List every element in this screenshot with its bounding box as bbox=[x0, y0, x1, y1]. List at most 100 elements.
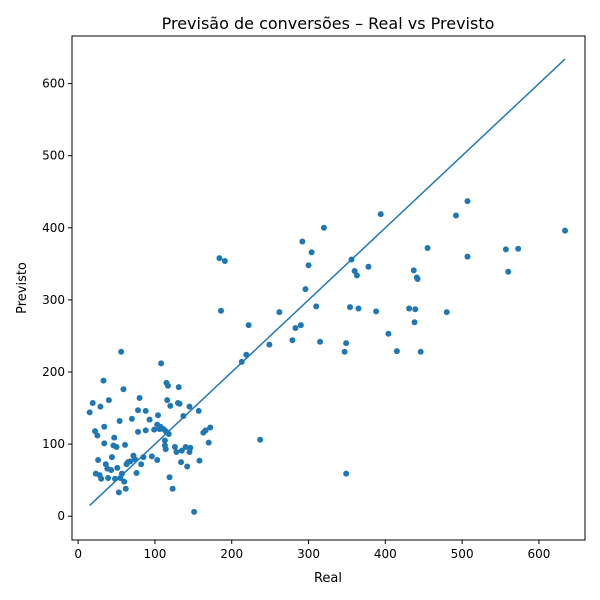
scatter-point bbox=[320, 224, 327, 231]
y-tick-label: 0 bbox=[57, 509, 65, 523]
scatter-point bbox=[128, 415, 135, 422]
scatter-point bbox=[89, 400, 96, 407]
scatter-point bbox=[502, 246, 509, 253]
scatter-point bbox=[142, 407, 149, 414]
scatter-point bbox=[207, 424, 214, 431]
scatter-point bbox=[317, 338, 324, 345]
scatter-point bbox=[133, 469, 140, 476]
x-axis-label: Real bbox=[314, 571, 342, 586]
scatter-point bbox=[302, 286, 309, 293]
scatter-point bbox=[105, 397, 112, 404]
scatter-point bbox=[101, 440, 108, 447]
scatter-point bbox=[221, 257, 228, 264]
scatter-point bbox=[86, 409, 93, 416]
scatter-point bbox=[186, 403, 193, 410]
scatter-point bbox=[100, 377, 107, 384]
scatter-point bbox=[343, 340, 350, 347]
scatter-point bbox=[151, 426, 158, 433]
y-tick-label: 600 bbox=[42, 77, 65, 91]
scatter-point bbox=[135, 407, 142, 414]
identity-line bbox=[89, 58, 566, 506]
scatter-point bbox=[118, 470, 125, 477]
scatter-point bbox=[424, 244, 431, 251]
scatter-point bbox=[98, 475, 105, 482]
scatter-point bbox=[155, 412, 162, 419]
scatter-point bbox=[452, 212, 459, 219]
scatter-point bbox=[161, 437, 168, 444]
scatter-point bbox=[166, 474, 173, 481]
scatter-point bbox=[146, 416, 153, 423]
scatter-point bbox=[412, 306, 419, 313]
y-tick-label: 500 bbox=[42, 149, 65, 163]
scatter-point bbox=[355, 305, 362, 312]
scatter-point bbox=[202, 427, 209, 434]
scatter-point bbox=[562, 227, 569, 234]
scatter-point bbox=[127, 458, 134, 465]
x-tick-label: 200 bbox=[220, 547, 243, 561]
scatter-point bbox=[305, 262, 312, 269]
scatter-point bbox=[138, 461, 145, 468]
scatter-point bbox=[464, 253, 471, 260]
scatter-point bbox=[196, 457, 203, 464]
scatter-point bbox=[105, 474, 112, 481]
scatter-point bbox=[406, 305, 413, 312]
scatter-point bbox=[410, 267, 417, 274]
scatter-point bbox=[245, 322, 252, 329]
scatter-point bbox=[299, 238, 306, 245]
x-tick-label: 500 bbox=[451, 547, 474, 561]
y-tick-label: 200 bbox=[42, 365, 65, 379]
scatter-point bbox=[417, 348, 424, 355]
x-tick-label: 100 bbox=[143, 547, 166, 561]
scatter-point bbox=[114, 464, 121, 471]
scatter-point bbox=[191, 508, 198, 515]
x-tick-label: 300 bbox=[297, 547, 320, 561]
scatter-point bbox=[162, 446, 169, 453]
scatter-point bbox=[158, 360, 165, 367]
scatter-point bbox=[443, 309, 450, 316]
scatter-point bbox=[180, 412, 187, 419]
scatter-point bbox=[135, 428, 142, 435]
scatter-point bbox=[182, 443, 189, 450]
scatter-point bbox=[347, 304, 354, 311]
scatter-point bbox=[167, 402, 174, 409]
scatter-point bbox=[289, 337, 296, 344]
plot-area bbox=[86, 58, 569, 515]
scatter-point bbox=[414, 275, 421, 282]
scatter-point bbox=[148, 453, 155, 460]
scatter-point bbox=[308, 249, 315, 256]
scatter-point bbox=[164, 382, 171, 389]
scatter-point bbox=[276, 309, 283, 316]
scatter-point bbox=[257, 436, 264, 443]
scatter-point bbox=[393, 348, 400, 355]
axes-frame bbox=[71, 35, 586, 541]
scatter-point bbox=[178, 459, 185, 466]
scatter-point bbox=[121, 441, 128, 448]
scatter-point bbox=[136, 394, 143, 401]
scatter-point bbox=[108, 454, 115, 461]
scatter-point bbox=[464, 198, 471, 205]
scatter-point bbox=[343, 470, 350, 477]
axis-ticks: 0 100 200 300 400 500 600 0 100 200 300 400 500 600 bbox=[42, 77, 550, 561]
scatter-point bbox=[505, 268, 512, 275]
scatter-point bbox=[216, 255, 223, 262]
scatter-point bbox=[111, 434, 118, 441]
scatter-point bbox=[113, 443, 120, 450]
y-tick-label: 300 bbox=[42, 293, 65, 307]
x-tick-label: 600 bbox=[527, 547, 550, 561]
x-tick-label: 0 bbox=[74, 547, 82, 561]
scatter-point bbox=[116, 418, 123, 425]
scatter-point bbox=[365, 263, 372, 270]
scatter-point bbox=[353, 272, 360, 279]
scatter-point bbox=[515, 245, 522, 252]
scatter-point bbox=[171, 443, 178, 450]
scatter-point bbox=[95, 456, 102, 463]
scatter-point bbox=[176, 400, 183, 407]
scatter-point bbox=[154, 456, 161, 463]
scatter-point bbox=[195, 407, 202, 414]
scatter-point bbox=[101, 423, 108, 430]
scatter-point bbox=[187, 444, 194, 451]
scatter-point bbox=[97, 403, 104, 410]
scatter-point bbox=[173, 449, 180, 456]
